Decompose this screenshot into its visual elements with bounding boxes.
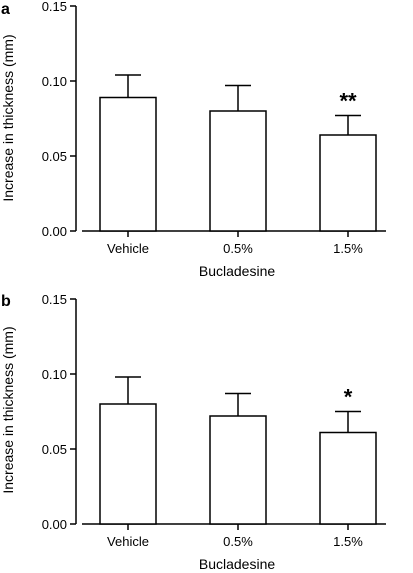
significance-marker: ** — [339, 89, 357, 114]
x-tick-label: 1.5% — [333, 534, 363, 549]
bar — [99, 403, 157, 525]
x-tick-label: Vehicle — [107, 534, 149, 549]
panel-b: b Increase in thickness (mm) Bucladesine… — [0, 292, 386, 572]
panel-a: a Increase in thickness (mm) Bucladesine… — [0, 0, 386, 279]
plot-area: 0.00 0.05 0.10 0.15 Vehicle 0.5% 1.5% * — [42, 292, 386, 549]
y-axis-label: Increase in thickness (mm) — [0, 34, 16, 201]
x-tick-label: 0.5% — [223, 534, 253, 549]
plot-area: 0.00 0.05 0.10 0.15 Vehicle 0.5% 1.5% ** — [42, 0, 386, 256]
x-axis-label: Bucladesine — [199, 556, 275, 572]
panel-label: b — [1, 293, 11, 310]
bar — [99, 96, 157, 232]
panel-label: a — [1, 1, 10, 18]
y-tick-label: 0.05 — [42, 149, 67, 164]
bar — [319, 431, 377, 525]
y-tick-label: 0.00 — [42, 224, 67, 239]
y-tick-label: 0.15 — [42, 0, 67, 14]
x-tick-label: 1.5% — [333, 241, 363, 256]
y-tick-label: 0.00 — [42, 517, 67, 532]
bar — [319, 134, 377, 232]
y-tick-label: 0.15 — [42, 292, 67, 307]
x-tick-label: Vehicle — [107, 241, 149, 256]
x-tick-label: 0.5% — [223, 241, 253, 256]
y-axis-label: Increase in thickness (mm) — [0, 326, 16, 493]
x-axis-label: Bucladesine — [199, 263, 275, 279]
y-tick-label: 0.05 — [42, 442, 67, 457]
bar — [209, 110, 267, 232]
y-tick-label: 0.10 — [42, 74, 67, 89]
y-tick-label: 0.10 — [42, 367, 67, 382]
bar — [209, 415, 267, 525]
significance-marker: * — [344, 385, 353, 410]
